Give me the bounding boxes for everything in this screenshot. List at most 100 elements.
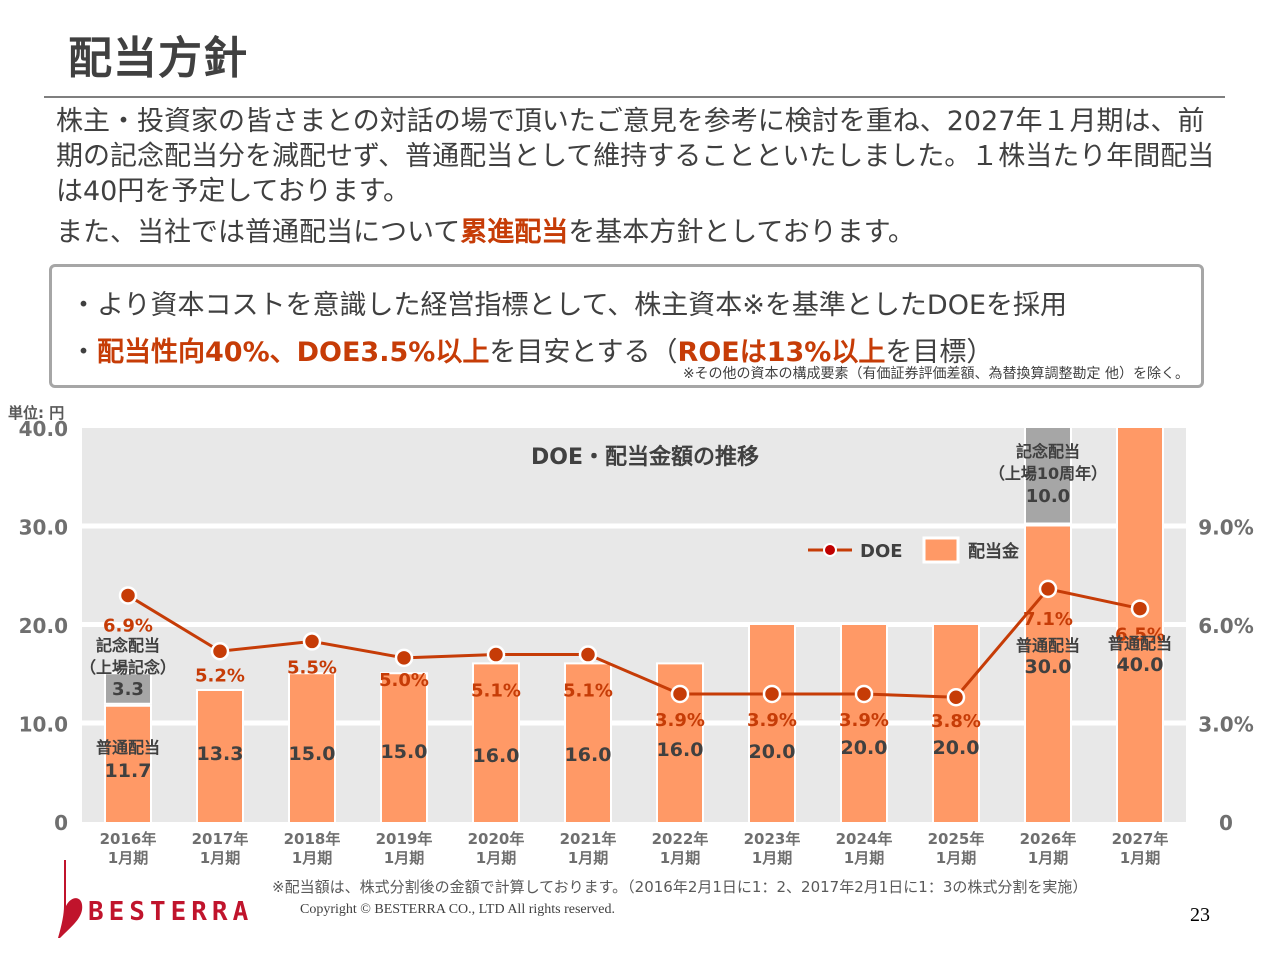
x-tick-label: 2026年 (1020, 830, 1077, 848)
x-tick-label: 2027年 (1112, 830, 1169, 848)
gridline (82, 720, 1186, 726)
chart-title: DOE・配当金額の推移 (531, 444, 759, 470)
doe-point (578, 645, 598, 664)
dividend-data-label: 20.0 (841, 737, 888, 759)
dividend-data-label: 20.0 (749, 741, 796, 763)
dividend-data-label: 20.0 (933, 737, 980, 759)
legend-doe-label: DOE (860, 541, 903, 562)
doe-data-label: 6.9% (103, 615, 153, 636)
bar-regular-dividend (290, 674, 334, 822)
bar-commemorative-dividend (1026, 428, 1070, 523)
doe-point (1038, 579, 1058, 599)
x-tick-label: 1月期 (292, 849, 332, 867)
doe-data-label: 3.9% (747, 710, 797, 731)
page-title: 配当方針 (68, 33, 248, 84)
doe-data-label: 5.1% (563, 681, 613, 702)
annotation-commemorative-2016: 記念配当 (96, 636, 160, 655)
bar-regular-dividend (934, 625, 978, 822)
payout-doe-target: 配当性向40%、DOE3.5%以上 (97, 337, 490, 368)
intro-text: 株主・投資家の皆さまとの対話の場で頂いたご意見を参考に検討を重ね、2027年１月… (56, 104, 1226, 250)
annotation-commemorative-2016: （上場記念） (80, 658, 176, 677)
stock-split-footnote: ※配当額は、株式分割後の金額で計算しております。（2016年2月1日に1：2、2… (272, 878, 1088, 896)
policy-bullet-doe: ・より資本コストを意識した経営指標として、株主資本※を基準としたDOEを採用 (70, 290, 1068, 321)
doe-point (670, 684, 690, 704)
policy-bullet-targets: ・配当性向40%、DOE3.5%以上を目安とする（ROEは13%以上を目標） (70, 330, 993, 369)
x-tick-label: 2020年 (468, 830, 525, 848)
page-number: 23 (1190, 904, 1210, 926)
dividend-data-label: 15.0 (381, 741, 428, 763)
x-tick-label: 2024年 (836, 830, 893, 848)
bar-regular-dividend (1026, 526, 1070, 822)
x-tick-label: 1月期 (844, 849, 884, 867)
dividend-data-label: 16.0 (473, 745, 520, 767)
x-tick-label: 1月期 (384, 849, 424, 867)
annotation-commemorative-2026: 記念配当 (1016, 442, 1080, 461)
dividend-data-label: 30.0 (1025, 656, 1072, 678)
bar-regular-dividend (1118, 428, 1162, 822)
doe-line (127, 587, 1141, 699)
doe-data-label: 7.1% (1023, 609, 1073, 630)
x-tick-label: 1月期 (568, 849, 608, 867)
doe-point (394, 648, 414, 668)
legend-dividend-label: 配当金 (968, 541, 1020, 562)
y-right-tick: 0 (1219, 811, 1233, 835)
bar-regular-dividend (566, 664, 610, 822)
y-right-tick: 6.0% (1198, 614, 1253, 638)
doe-point (946, 687, 966, 707)
dividend-data-label: 16.0 (565, 744, 612, 766)
dividend-data-label: 11.7 (105, 760, 152, 782)
policy-box: ・より資本コストを意識した経営指標として、株主資本※を基準としたDOEを採用 ・… (49, 264, 1204, 388)
x-tick-label: 2022年 (652, 830, 709, 848)
doe-data-label: 3.9% (839, 710, 889, 731)
dividend-data-label: 16.0 (657, 739, 704, 761)
x-tick-label: 1月期 (200, 849, 240, 867)
doe-data-label: 3.9% (655, 710, 705, 731)
commemorative-data-label: 3.3 (112, 679, 144, 700)
doe-point (210, 642, 230, 661)
besterra-logo: BESTERRA (50, 858, 290, 944)
x-tick-label: 1月期 (476, 849, 516, 867)
intro-policy-sentence: また、当社では普通配当について累進配当を基本方針としております。 (56, 215, 1226, 250)
x-tick-label: 2018年 (284, 830, 341, 848)
doe-dividend-chart: 0 10.0 20.0 30.0 40.0 0 3.0% 6.0% 9.0% DOE・配当金額の推… (19, 417, 1254, 867)
doe-data-label: 5.1% (471, 681, 521, 702)
bar-regular-dividend (382, 674, 426, 822)
y-right-tick: 3.0% (1198, 713, 1253, 737)
doe-point (118, 586, 138, 605)
x-tick-label: 1月期 (1028, 849, 1068, 867)
bullet-mark: ・ (70, 337, 97, 368)
doe-data-label: 5.0% (379, 670, 429, 691)
doe-point (1130, 599, 1150, 618)
unit-label: 単位: 円 (8, 404, 65, 422)
x-tick-label: 1月期 (936, 849, 976, 867)
doe-point (486, 645, 506, 664)
x-tick-label: 2019年 (376, 830, 433, 848)
doe-data-label: 5.5% (287, 657, 337, 678)
progressive-dividend-highlight: 累進配当 (460, 217, 569, 248)
x-tick-label: 1月期 (660, 849, 700, 867)
x-tick-label: 2025年 (928, 830, 985, 848)
doe-point (854, 684, 874, 704)
x-tick-label: 2017年 (192, 830, 249, 848)
x-tick-label: 1月期 (752, 849, 792, 867)
legend-dividend-swatch (922, 536, 960, 564)
doe-data-label: 3.8% (931, 711, 981, 732)
annotation-regular-2026: 普通配当 (1016, 636, 1080, 655)
intro-paragraph: 株主・投資家の皆さまとの対話の場で頂いたご意見を参考に検討を重ね、2027年１月… (56, 106, 1215, 207)
doe-point (302, 632, 322, 651)
doe-point (762, 684, 782, 704)
annotation-regular-2027: 普通配当 (1108, 634, 1172, 653)
intro-policy-pre: また、当社では普通配当について (56, 217, 461, 248)
bar-regular-dividend (842, 625, 886, 822)
title-divider (44, 96, 1225, 98)
annotation-regular-2016: 普通配当 (96, 738, 160, 757)
dividend-data-label: 15.0 (289, 743, 336, 765)
y-right-tick: 9.0% (1198, 516, 1253, 540)
bar-regular-dividend (198, 690, 242, 822)
y-left-tick: 0 (54, 811, 68, 835)
roe-target: ROEは13%以上 (677, 337, 886, 368)
annotation-commemorative-2026: （上場10周年） (989, 464, 1107, 483)
x-tick-label: 2016年 (100, 830, 157, 848)
y-left-tick: 20.0 (19, 614, 68, 638)
x-tick-label: 1月期 (1120, 849, 1160, 867)
